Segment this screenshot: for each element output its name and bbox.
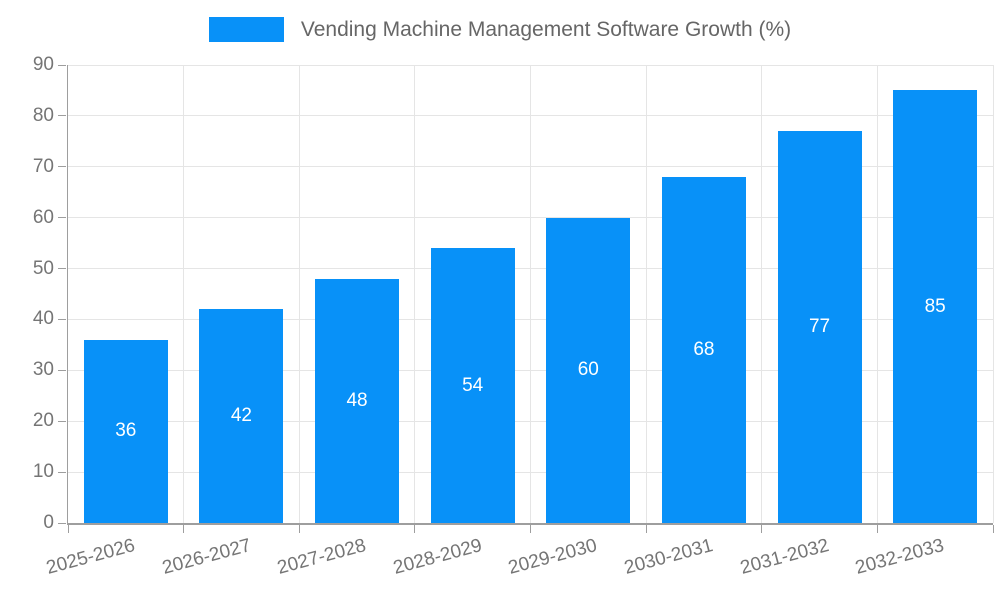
y-axis-tick-label: 30 [32, 359, 54, 381]
y-axis-tick [58, 115, 66, 117]
y-axis-tick-label: 40 [32, 308, 54, 330]
gridline-vertical [645, 65, 647, 523]
gridline-vertical [530, 65, 531, 523]
x-axis-tick [530, 525, 531, 533]
bar[interactable]: 77 [777, 131, 862, 523]
bar-value-label: 36 [115, 420, 137, 442]
y-axis-tick-label: 90 [32, 54, 54, 75]
x-axis-tick-label: 2032-2033 [853, 535, 947, 579]
legend[interactable]: Vending Machine Management Software Grow… [0, 17, 1000, 42]
x-axis-tick [67, 525, 69, 533]
y-axis-tick-label: 60 [32, 206, 54, 228]
x-axis-tick [183, 525, 185, 533]
x-axis-tick-label: 2028-2029 [390, 535, 485, 579]
y-axis-tick-label: 50 [32, 257, 54, 279]
bar-value-label: 48 [346, 389, 368, 411]
y-axis-tick [58, 166, 66, 168]
gridline-vertical [761, 65, 763, 523]
legend-label: Vending Machine Management Software Grow… [300, 17, 792, 41]
y-axis-tick-label: 0 [43, 512, 54, 533]
bar[interactable]: 60 [546, 217, 631, 523]
gridline-vertical [992, 65, 994, 523]
x-axis-tick-label: 2025-2026 [44, 535, 138, 579]
y-axis-tick [58, 522, 66, 524]
y-axis-tick [58, 318, 66, 320]
bar-value-label: 85 [924, 295, 946, 317]
bar[interactable]: 42 [199, 309, 284, 523]
gridline-vertical [183, 65, 185, 523]
x-axis-tick [414, 525, 416, 533]
gridline-vertical [876, 65, 878, 523]
bar-value-label: 68 [693, 338, 715, 360]
x-axis-tick [645, 525, 647, 533]
y-axis-tick [58, 471, 66, 473]
bar[interactable]: 85 [893, 90, 978, 523]
x-axis-tick [298, 525, 300, 533]
bar-value-label: 77 [808, 316, 831, 338]
y-axis-tick-label: 10 [32, 461, 54, 483]
x-axis-tick-label: 2031-2032 [737, 535, 831, 579]
x-axis-tick [761, 525, 763, 533]
y-axis-tick [58, 268, 66, 270]
y-axis-tick-label: 20 [32, 410, 54, 432]
legend-swatch-icon [208, 17, 284, 42]
x-axis-tick [876, 525, 878, 533]
x-axis-tick [992, 525, 994, 533]
x-axis-tick-label: 2026-2027 [159, 535, 253, 579]
y-axis-tick [58, 217, 66, 219]
bar-value-label: 42 [230, 405, 252, 427]
bar-value-label: 60 [577, 359, 599, 381]
bar[interactable]: 48 [315, 278, 400, 523]
gridline-vertical [414, 65, 416, 523]
bar[interactable]: 68 [661, 176, 746, 523]
y-axis-tick [58, 420, 66, 422]
bar[interactable]: 54 [430, 248, 515, 523]
gridline-vertical [298, 65, 300, 523]
bar-chart-plot-area: 0 10 20 30 40 50 60 70 80 90 36 2025-2026 42 2026-202… [33, 54, 994, 579]
y-axis-tick-label: 80 [32, 104, 54, 126]
x-axis-tick-label: 2030-2031 [622, 535, 716, 579]
y-axis-tick-label: 70 [32, 155, 54, 177]
bar-value-label: 54 [462, 374, 484, 396]
y-axis-tick [58, 369, 66, 371]
y-axis-tick [58, 64, 66, 66]
bar[interactable]: 36 [83, 339, 168, 523]
x-axis-tick-label: 2027-2028 [275, 535, 369, 579]
x-axis-tick-label: 2029-2030 [506, 535, 600, 579]
